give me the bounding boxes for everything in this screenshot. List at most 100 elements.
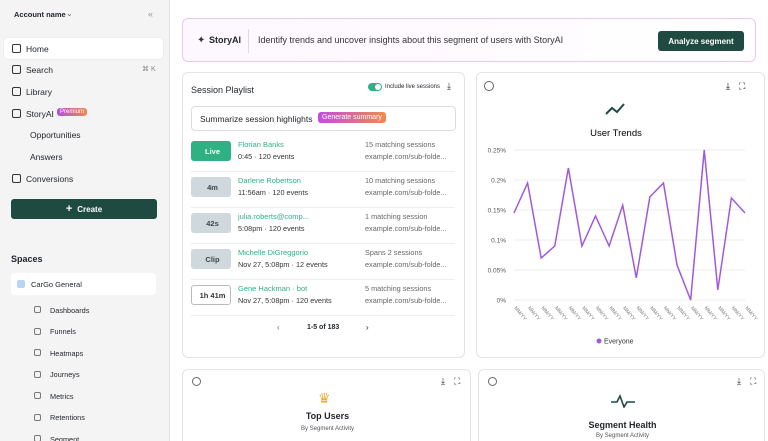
space[interactable]: CarGo General xyxy=(11,273,156,295)
toggle[interactable] xyxy=(368,83,382,91)
badge-text: 1h 41m xyxy=(199,290,226,300)
sidebar: Account name ⌄ « + Create Spaces CarGo Ge… xyxy=(0,0,170,441)
session-url: example.com/sub-folde... xyxy=(365,152,447,161)
x-tick-label: MM/YY xyxy=(553,305,569,322)
playlist-title: Session Playlist xyxy=(191,85,255,95)
session-badge: 1h 41m xyxy=(191,285,231,305)
summarize-box: Summarize session highlights Generate su… xyxy=(191,106,456,131)
session-matches: 10 matching sessions xyxy=(365,176,436,185)
session-url: example.com/sub-folde... xyxy=(365,224,447,233)
search-shortcut: ⌘ K xyxy=(142,66,156,73)
nav-item[interactable]: Search xyxy=(4,59,163,80)
top-users-card: ⤓ ⛶ ♛ Top Users By Segment Activity xyxy=(182,369,471,441)
session-row[interactable]: 4m Darlene Robertson 11:56am · 120 events 1… xyxy=(191,172,455,208)
expand-icon[interactable]: ⛶ xyxy=(738,81,746,91)
space-item-icon xyxy=(34,327,41,335)
x-tick-label: MM/YY xyxy=(580,305,596,322)
pagination: 1-5 of 183 xyxy=(307,324,340,331)
x-tick-label: MM/YY xyxy=(648,305,664,322)
download-icon[interactable]: ⤓ xyxy=(726,81,730,91)
x-tick-label: MM/YY xyxy=(703,305,719,322)
expand-icon[interactable]: ⛶ xyxy=(454,376,461,386)
account-name[interactable]: Account name xyxy=(14,10,66,19)
badge-text: 42s xyxy=(206,218,219,228)
card-subtitle: By Segment Activity xyxy=(595,433,650,439)
nav-item[interactable]: Opportunities xyxy=(30,129,81,140)
account-caret[interactable]: ⌄ xyxy=(66,9,73,18)
download-icon[interactable]: ⤓ xyxy=(737,376,741,386)
nav-icon xyxy=(12,44,21,53)
space-item-icon xyxy=(34,349,41,356)
prev-page[interactable]: ‹ xyxy=(277,323,280,332)
y-tick-label: 0.25% xyxy=(488,148,507,155)
session-matches: 1 matching session xyxy=(365,212,428,221)
session-url: example.com/sub-folde... xyxy=(365,260,447,269)
space-item[interactable]: Metrics xyxy=(30,390,150,402)
space-item-icon xyxy=(34,306,41,313)
space-item-icon xyxy=(34,392,41,399)
session-badge: 42s xyxy=(191,213,231,233)
pulse-icon xyxy=(611,394,635,408)
nav-icon xyxy=(12,174,21,183)
session-badge: Live xyxy=(191,141,231,161)
space-item[interactable]: Dashboards xyxy=(30,304,150,316)
nav-item[interactable]: Answers xyxy=(30,151,63,162)
generate-button[interactable]: Generate summary xyxy=(318,112,386,123)
y-tick-label: 0.2% xyxy=(491,178,506,185)
download-icon[interactable]: ⤓ xyxy=(441,376,445,386)
space-icon xyxy=(17,280,25,288)
space-item[interactable]: Heatmaps xyxy=(30,347,150,359)
session-row[interactable]: Clip Michelle DiGreggorio Nov 27, 5:08pm ·… xyxy=(191,244,455,280)
chart-card xyxy=(476,72,765,358)
create-label: Create xyxy=(77,204,103,214)
logo-icon: ✦ xyxy=(197,35,206,46)
space-item[interactable]: Retentions xyxy=(30,412,150,424)
create-button[interactable]: + Create xyxy=(11,199,157,219)
expand-icon[interactable]: ⛶ xyxy=(750,376,757,386)
analyze-button[interactable]: Analyze segment xyxy=(658,31,744,51)
x-tick-label: MM/YY xyxy=(567,305,583,322)
x-tick-label: MM/YY xyxy=(526,305,542,322)
y-tick-label: 0.15% xyxy=(488,208,507,215)
session-meta: 0:45 · 120 events xyxy=(238,152,295,161)
nav-item[interactable]: StoryAI xyxy=(4,103,163,124)
y-tick-label: 0.05% xyxy=(488,268,507,275)
clock-icon xyxy=(484,81,494,91)
space-item-icon xyxy=(34,413,41,421)
session-row[interactable]: Live Florian Banks 0:45 · 120 events 15 mat… xyxy=(191,136,455,172)
session-meta: 11:56am · 120 events xyxy=(238,188,309,197)
session-row[interactable]: 42s julia.roberts@comp... 5:08pm · 120 eve… xyxy=(191,208,455,244)
spaces-title: Spaces xyxy=(11,254,43,264)
space-item[interactable]: Funnels xyxy=(30,326,150,338)
nav-item[interactable]: Home xyxy=(4,38,163,59)
divider xyxy=(248,29,249,53)
space-item[interactable]: Journeys xyxy=(30,369,150,381)
x-tick-label: MM/YY xyxy=(662,305,678,322)
space-item-icon xyxy=(34,435,41,441)
banner-text: Identify trends and uncover insights abo… xyxy=(258,35,564,45)
y-tick-label: 0% xyxy=(497,298,507,305)
session-name: julia.roberts@comp... xyxy=(238,212,309,221)
next-page[interactable]: › xyxy=(366,323,369,332)
x-tick-label: MM/YY xyxy=(743,305,759,322)
legend-swatch xyxy=(596,338,602,344)
storyai-banner: ✦ StoryAI Identify trends and uncover in… xyxy=(182,18,756,62)
summarize-text: Summarize session highlights xyxy=(200,114,313,124)
download-icon[interactable]: ⤓ xyxy=(447,81,451,91)
space-item[interactable]: Segment xyxy=(30,433,150,441)
collapse[interactable]: « xyxy=(148,9,154,19)
session-row[interactable]: 1h 41m Gene Hackman · bot Nov 27, 5:08pm ·… xyxy=(191,280,455,316)
x-tick-label: MM/YY xyxy=(540,305,556,322)
x-tick-label: MM/YY xyxy=(635,305,651,322)
x-tick-label: MM/YY xyxy=(689,305,705,322)
line xyxy=(513,149,746,301)
nav-item[interactable]: Conversions xyxy=(4,168,163,189)
session-badge: Clip xyxy=(191,249,231,269)
session-name: Gene Hackman · bot xyxy=(238,284,308,293)
x-tick-label: MM/YY xyxy=(594,305,610,322)
session-meta: Nov 27, 5:08pm · 120 events xyxy=(238,296,332,305)
card-title: Top Users xyxy=(305,411,350,421)
nav-item[interactable]: Library xyxy=(4,81,163,102)
badge-text: 4m xyxy=(207,182,218,192)
